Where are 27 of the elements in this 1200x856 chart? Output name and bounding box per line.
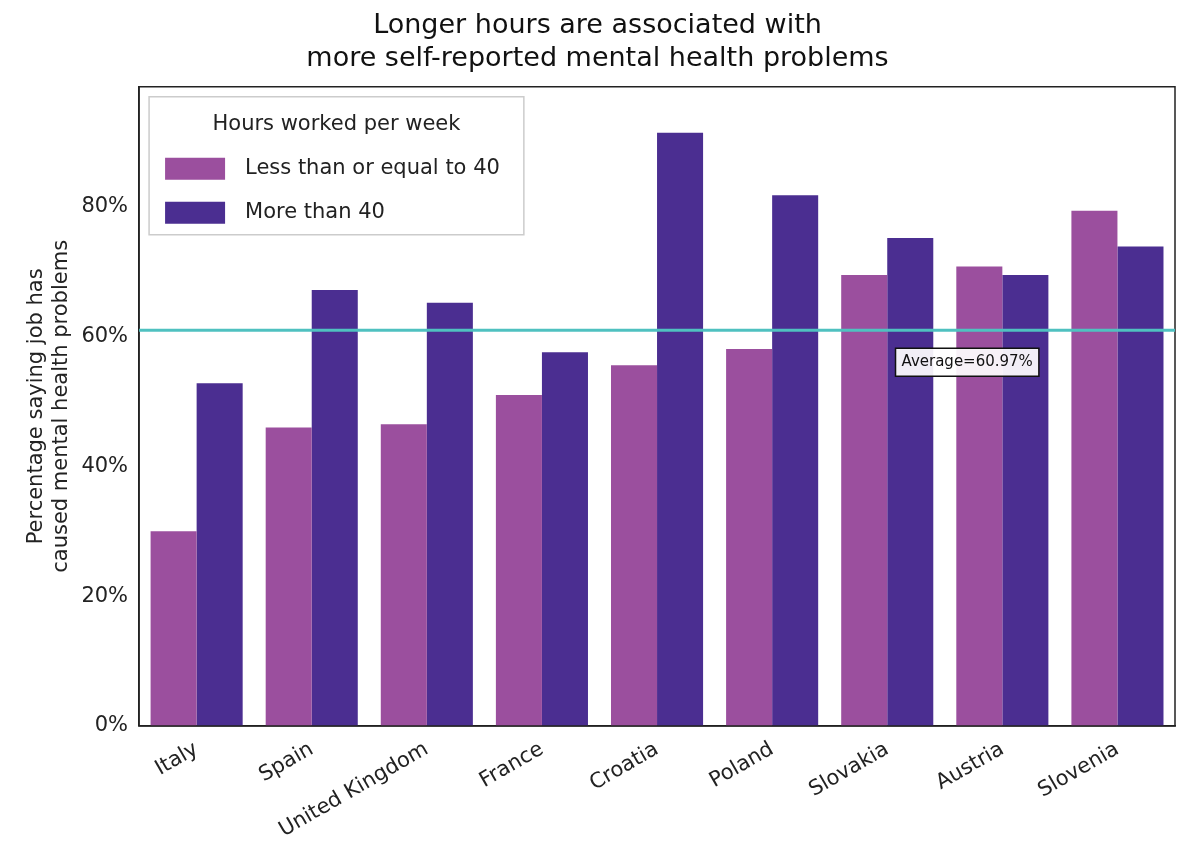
chart-title: Longer hours are associated with more self-reported mental health problems xyxy=(306,8,889,72)
bar xyxy=(611,365,658,726)
bar xyxy=(1071,210,1118,726)
bar xyxy=(311,289,358,726)
y-tick-label: 40% xyxy=(81,452,129,477)
legend-title: Hours worked per week xyxy=(212,111,462,136)
bar xyxy=(726,348,773,726)
legend-label: Less than or equal to 40 xyxy=(245,155,500,180)
bar xyxy=(772,195,819,726)
bar xyxy=(541,352,588,726)
y-tick-label: 0% xyxy=(94,712,129,737)
y-tick-label: 20% xyxy=(81,582,129,607)
bar xyxy=(495,395,542,726)
bar xyxy=(841,274,888,726)
bar xyxy=(1117,246,1164,726)
y-axis-title: Percentage saying job has caused mental health problems xyxy=(23,239,73,573)
y-tick-label: 80% xyxy=(81,193,129,218)
y-tick-label: 60% xyxy=(81,323,129,348)
bar xyxy=(657,132,704,726)
ref-line-label: Average=60.97% xyxy=(901,352,1033,371)
bar xyxy=(150,531,197,726)
x-tick-label: Italy xyxy=(150,736,202,780)
bar xyxy=(265,427,312,726)
bar xyxy=(380,424,427,726)
bar xyxy=(426,302,473,726)
legend-label: More than 40 xyxy=(245,199,385,224)
bar xyxy=(196,383,243,726)
